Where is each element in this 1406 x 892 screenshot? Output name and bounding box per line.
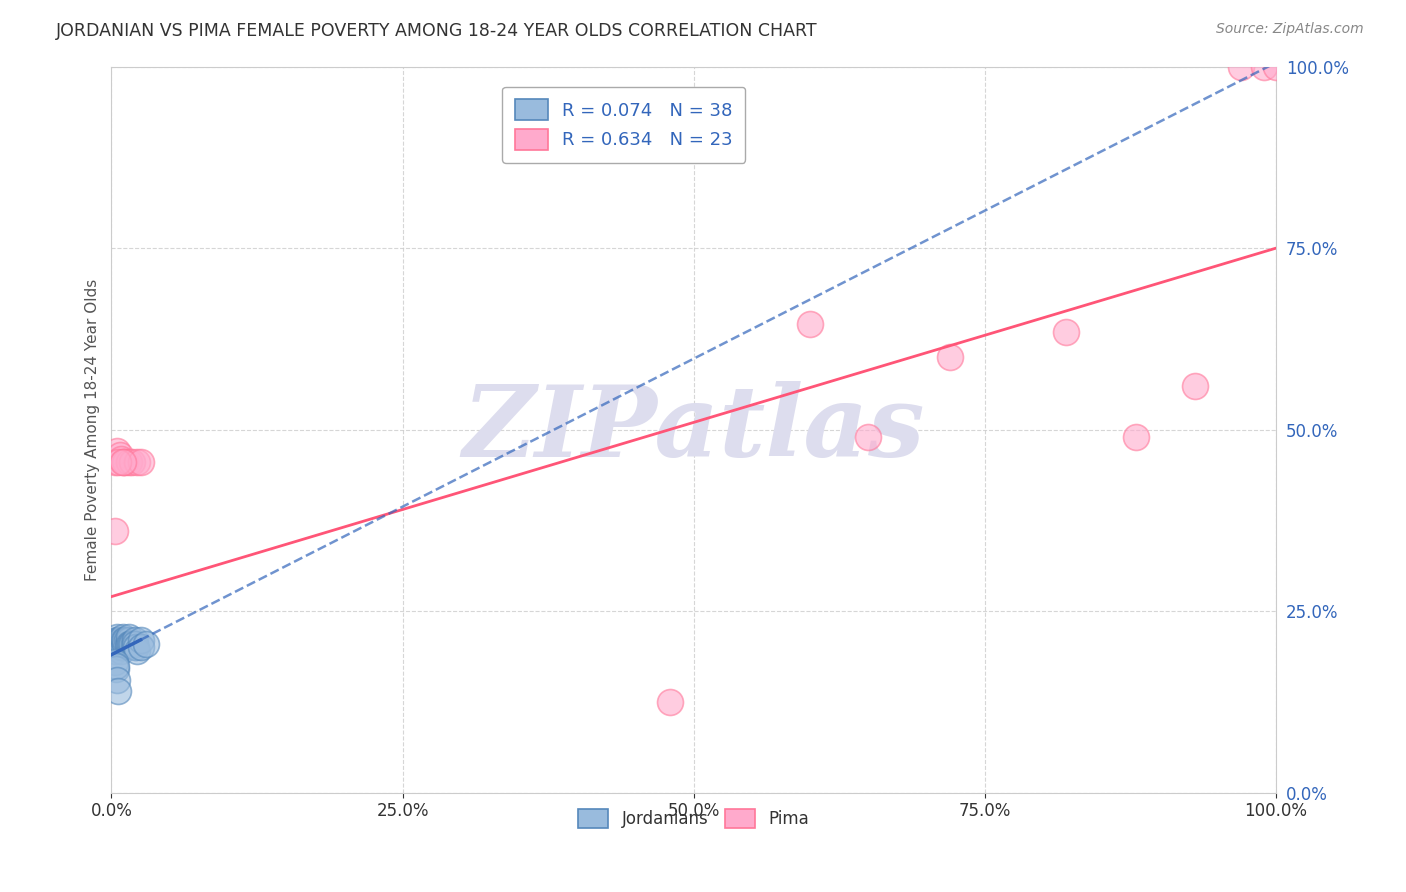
Point xyxy=(108,633,131,648)
Point xyxy=(939,350,962,364)
Point xyxy=(105,662,128,676)
Point xyxy=(104,655,127,669)
Point xyxy=(110,451,132,466)
Point xyxy=(110,640,132,655)
Point xyxy=(125,455,148,469)
Point xyxy=(1265,60,1288,74)
Point xyxy=(104,524,127,539)
Point xyxy=(111,637,134,651)
Point xyxy=(111,640,134,655)
Point xyxy=(110,644,132,658)
Point xyxy=(118,455,141,469)
Point xyxy=(121,637,143,651)
Point xyxy=(117,637,139,651)
Point xyxy=(105,633,128,648)
Point xyxy=(120,637,142,651)
Point xyxy=(112,637,135,651)
Point xyxy=(114,633,136,648)
Point xyxy=(108,637,131,651)
Point xyxy=(1125,430,1147,444)
Point xyxy=(129,633,152,648)
Point xyxy=(107,633,129,648)
Point xyxy=(135,637,157,651)
Point xyxy=(105,658,128,673)
Point xyxy=(118,633,141,648)
Text: ZIPatlas: ZIPatlas xyxy=(463,382,925,478)
Point xyxy=(105,444,128,458)
Point xyxy=(129,455,152,469)
Point xyxy=(107,684,129,698)
Point xyxy=(1184,379,1206,393)
Point xyxy=(124,637,146,651)
Point xyxy=(659,695,682,709)
Point xyxy=(858,430,880,444)
Text: Source: ZipAtlas.com: Source: ZipAtlas.com xyxy=(1216,22,1364,37)
Y-axis label: Female Poverty Among 18-24 Year Olds: Female Poverty Among 18-24 Year Olds xyxy=(86,278,100,581)
Point xyxy=(118,637,141,651)
Point xyxy=(104,455,127,469)
Point xyxy=(108,448,131,462)
Point xyxy=(112,633,135,648)
Point xyxy=(129,640,152,655)
Point xyxy=(104,644,127,658)
Point xyxy=(124,633,146,648)
Point xyxy=(124,640,146,655)
Point xyxy=(112,633,135,648)
Text: JORDANIAN VS PIMA FEMALE POVERTY AMONG 18-24 YEAR OLDS CORRELATION CHART: JORDANIAN VS PIMA FEMALE POVERTY AMONG 1… xyxy=(56,22,818,40)
Point xyxy=(1230,60,1253,74)
Point xyxy=(114,455,136,469)
Point xyxy=(112,630,135,644)
Point xyxy=(1253,60,1275,74)
Point xyxy=(112,455,135,469)
Point xyxy=(107,455,129,469)
Point xyxy=(118,630,141,644)
Point xyxy=(114,637,136,651)
Point xyxy=(115,633,138,648)
Point xyxy=(125,644,148,658)
Point xyxy=(122,637,145,651)
Legend: Jordanians, Pima: Jordanians, Pima xyxy=(572,803,815,835)
Point xyxy=(105,630,128,644)
Point xyxy=(105,673,128,687)
Point xyxy=(125,640,148,655)
Point xyxy=(1056,325,1078,339)
Point xyxy=(799,318,821,332)
Point xyxy=(118,637,141,651)
Point xyxy=(121,455,143,469)
Point xyxy=(112,455,135,469)
